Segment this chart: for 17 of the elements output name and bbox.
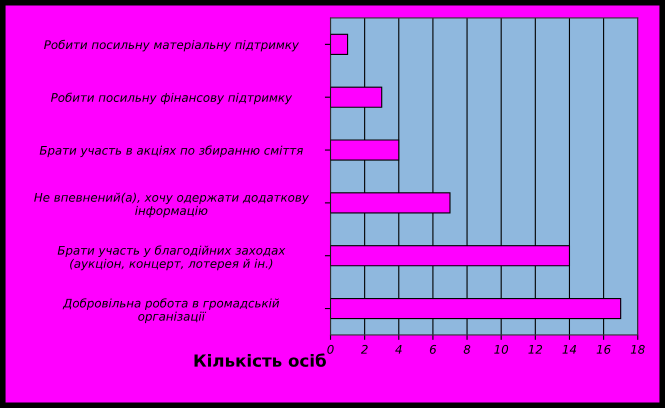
x-tick-label: 12 — [528, 344, 542, 354]
y-tick-label: Робити посильну фінансову підтримку — [50, 92, 292, 104]
y-tick-label: Не впевнений(а), хочу одержати додаткову інформацію — [34, 192, 309, 218]
x-tick-label: 16 — [596, 344, 611, 354]
y-tick-label: Брати участь в акціях по збиранню сміття — [40, 145, 303, 158]
y-tick-label: Брати участь у благодійних заходах (аукціон, концерт, лотерея й ін.) — [58, 245, 286, 270]
x-tick-label: 4 — [395, 345, 402, 354]
x-tick-label: 0 — [327, 344, 334, 354]
x-tick-label: 8 — [464, 344, 470, 354]
x-tick-label: 18 — [630, 344, 645, 354]
x-tick-label: 10 — [494, 344, 508, 354]
x-tick-label: 2 — [360, 344, 368, 354]
x-tick-label: 6 — [430, 344, 436, 354]
y-tick-label: Добровільна робота в громадській організації — [62, 298, 280, 324]
x-tick-label: 14 — [562, 345, 576, 354]
x-axis-title: Кількість осіб — [194, 353, 326, 367]
y-tick-label: Робити посильну матеріальну підтримку — [44, 40, 300, 52]
